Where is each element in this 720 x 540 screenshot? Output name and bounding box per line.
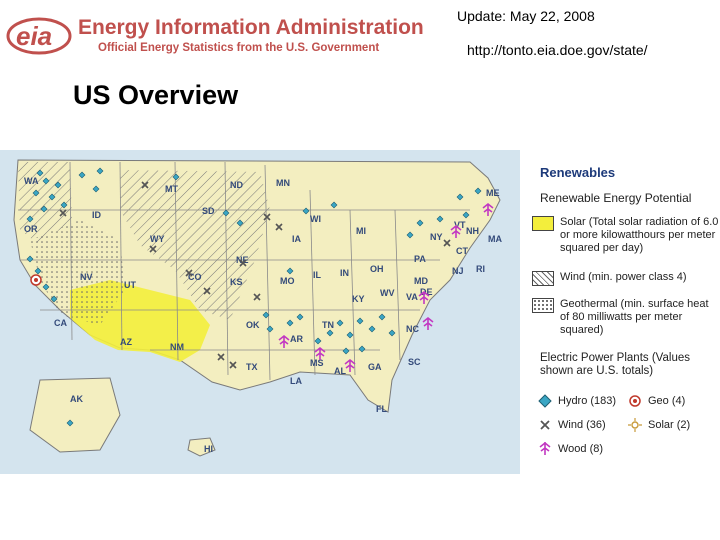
svg-text:PA: PA: [414, 254, 426, 264]
svg-text:OK: OK: [246, 320, 260, 330]
svg-text:NY: NY: [430, 232, 443, 242]
page-title: US Overview: [73, 80, 239, 110]
svg-text:AR: AR: [290, 334, 303, 344]
svg-text:MO: MO: [280, 276, 295, 286]
tree-icon: [539, 441, 551, 455]
x-icon: [540, 420, 550, 430]
svg-text:NH: NH: [466, 226, 479, 236]
svg-text:TX: TX: [246, 362, 258, 372]
svg-text:RI: RI: [476, 264, 485, 274]
svg-text:NJ: NJ: [452, 266, 464, 276]
solar-legend-label: Solar (Total solar radiation of 6.0 or m…: [560, 216, 719, 254]
svg-text:UT: UT: [124, 280, 136, 290]
legend-subheading: Renewable Energy Potential: [540, 191, 692, 205]
us-map-svg: WA OR CA ID NV UT AZ MT WY CO NM ND SD NE KS OK TX M…: [13, 159, 502, 457]
svg-text:VT: VT: [454, 220, 466, 230]
svg-text:HI: HI: [204, 444, 213, 454]
geo-plant-markers: [30, 274, 42, 286]
map-legend: Renewables Renewable Energy Potential So…: [520, 150, 720, 474]
svg-text:CO: CO: [188, 272, 202, 282]
svg-text:TN: TN: [322, 320, 334, 330]
diamond-icon: [538, 394, 552, 408]
agency-name: Energy Information Administration: [78, 16, 424, 39]
svg-text:MT: MT: [165, 184, 178, 194]
svg-text:ID: ID: [92, 210, 102, 220]
svg-text:IL: IL: [313, 270, 322, 280]
svg-text:SD: SD: [202, 206, 215, 216]
state-borders: [18, 161, 470, 381]
svg-text:MI: MI: [356, 226, 366, 236]
svg-text:eia: eia: [16, 21, 52, 51]
svg-text:VA: VA: [406, 292, 418, 302]
svg-text:NE: NE: [236, 255, 249, 265]
geo-target-icon: [629, 395, 641, 407]
svg-text:NM: NM: [170, 342, 184, 352]
svg-text:LA: LA: [290, 376, 302, 386]
eia-logo: eia Energy Information Administration Of…: [6, 12, 424, 60]
svg-text:NV: NV: [80, 272, 93, 282]
update-date: Update: May 22, 2008: [457, 8, 595, 24]
svg-text:ND: ND: [230, 180, 243, 190]
svg-text:CA: CA: [54, 318, 67, 328]
wind-plant-legend-label: Wind (36): [558, 419, 606, 431]
svg-text:MD: MD: [414, 276, 428, 286]
svg-text:AK: AK: [70, 394, 83, 404]
source-url: http://tonto.eia.doe.gov/state/: [467, 42, 648, 58]
svg-text:SC: SC: [408, 357, 421, 367]
wood-legend-label: Wood (8): [558, 443, 604, 455]
svg-text:OR: OR: [24, 224, 38, 234]
svg-text:WY: WY: [150, 234, 165, 244]
geothermal-legend-label: Geothermal (min. surface heat of 80 mill…: [560, 298, 709, 336]
hydro-legend-label: Hydro (183): [558, 395, 617, 407]
svg-text:KY: KY: [352, 294, 365, 304]
svg-text:IN: IN: [340, 268, 349, 278]
svg-text:WI: WI: [310, 214, 321, 224]
svg-text:CT: CT: [456, 246, 468, 256]
solar-swatch: [532, 216, 554, 231]
wind-plant-markers: [59, 181, 451, 369]
svg-text:MS: MS: [310, 358, 324, 368]
svg-text:MA: MA: [488, 234, 502, 244]
wind-region-plains: [120, 170, 270, 320]
svg-text:OH: OH: [370, 264, 384, 274]
wood-plant-markers: [278, 202, 494, 372]
eia-logo-mark: eia: [6, 17, 72, 55]
svg-text:GA: GA: [368, 362, 382, 372]
geothermal-swatch: [532, 298, 554, 313]
svg-text:DE: DE: [420, 287, 433, 297]
geo-legend-label: Geo (4): [648, 395, 686, 407]
agency-tagline: Official Energy Statistics from the U.S.…: [98, 42, 380, 54]
us-map: WA OR CA ID NV UT AZ MT WY CO NM ND SD NE KS OK TX M…: [0, 150, 520, 474]
svg-text:KS: KS: [230, 277, 243, 287]
wind-swatch: [532, 271, 554, 286]
svg-text:IA: IA: [292, 234, 302, 244]
geothermal-region: [30, 220, 125, 325]
plants-heading: Electric Power Plants (Values shown are …: [540, 352, 690, 377]
svg-text:WA: WA: [24, 176, 39, 186]
wind-legend-label: Wind (min. power class 4): [560, 271, 687, 283]
hydro-plant-markers: [26, 167, 482, 427]
svg-text:MN: MN: [276, 178, 290, 188]
state-labels: WA OR CA ID NV UT AZ MT WY CO NM ND SD NE KS OK TX M…: [24, 176, 502, 454]
svg-text:WV: WV: [380, 288, 395, 298]
svg-text:ME: ME: [486, 188, 500, 198]
legend-heading: Renewables: [540, 165, 616, 180]
sun-icon: [628, 418, 642, 432]
solar-plant-legend-label: Solar (2): [648, 419, 691, 431]
svg-text:FL: FL: [376, 404, 387, 414]
hawaii-inset: [187, 437, 216, 457]
svg-text:AL: AL: [334, 366, 346, 376]
alaska-inset: [29, 377, 121, 453]
svg-text:AZ: AZ: [120, 337, 132, 347]
svg-text:NC: NC: [406, 324, 419, 334]
